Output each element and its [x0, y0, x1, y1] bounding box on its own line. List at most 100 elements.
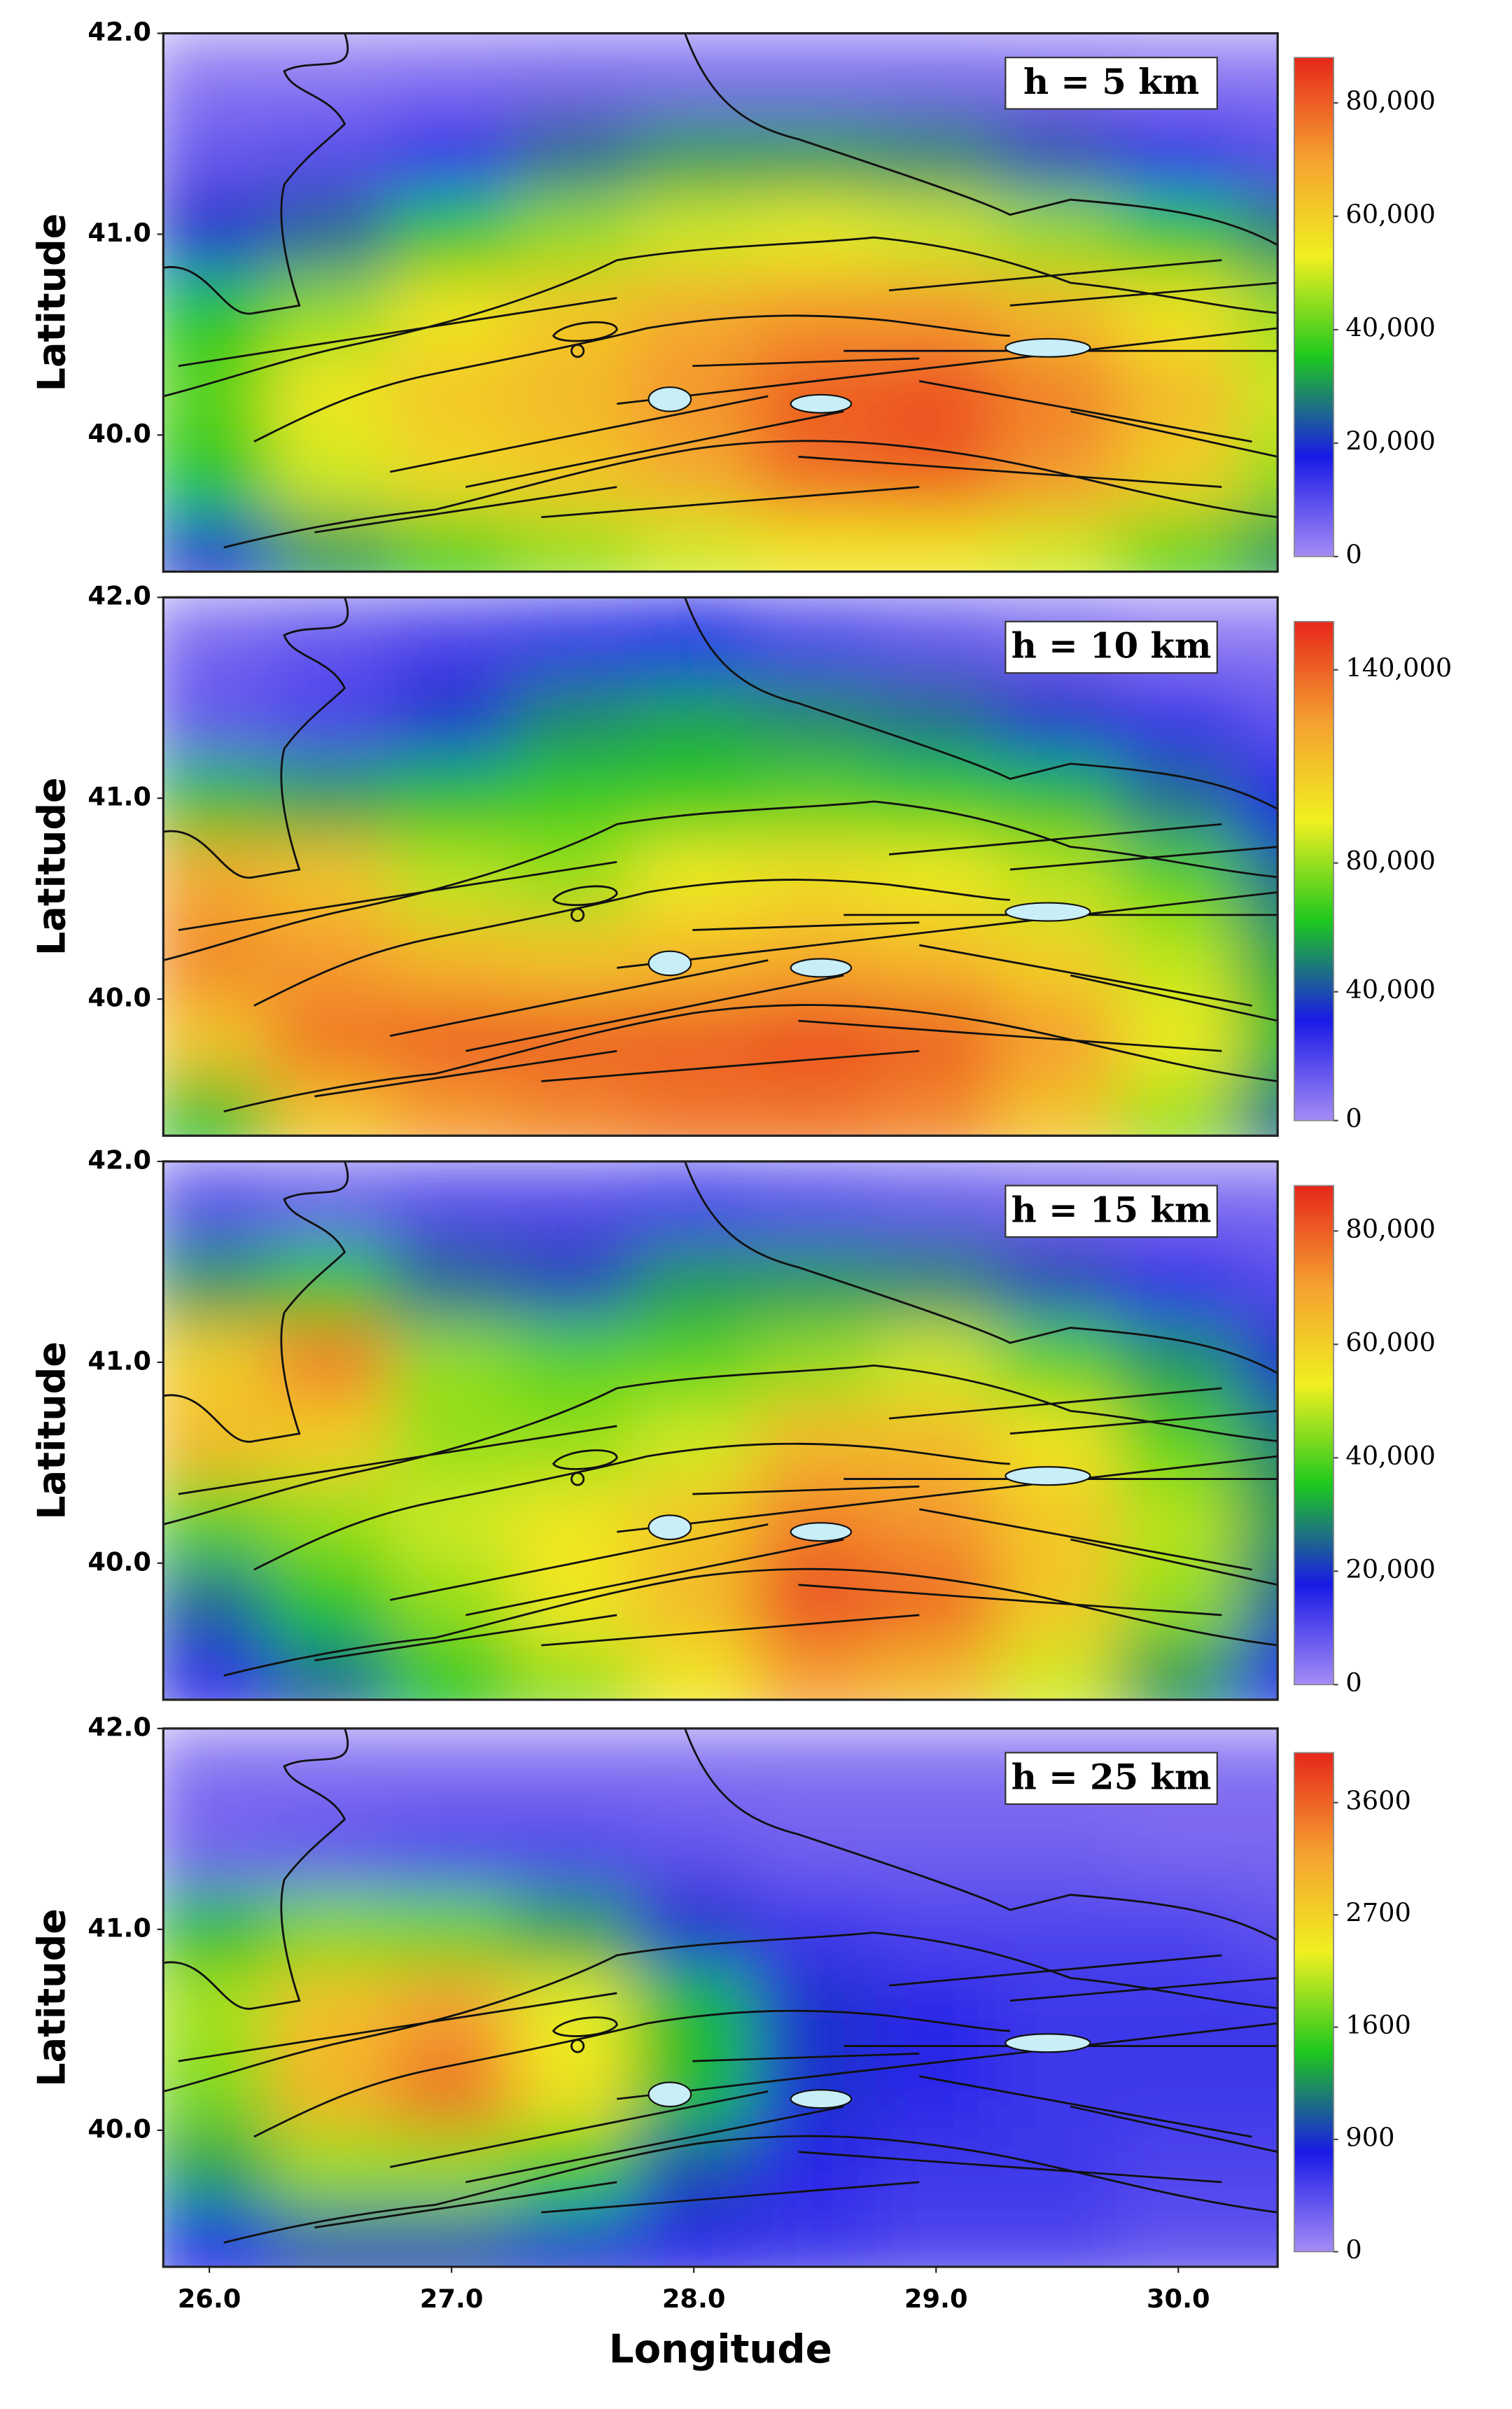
- heatmap-cell: [511, 918, 634, 1000]
- heatmap-cell: [1116, 1808, 1240, 1890]
- panel-title: h = 15 km: [1011, 1189, 1212, 1230]
- heatmap-cell: [269, 354, 392, 436]
- heatmap-cell: [511, 1241, 634, 1323]
- colorbar-tick-label: 20,000: [1345, 426, 1435, 456]
- heatmap-cell: [163, 1562, 271, 1645]
- heatmap-cell: [995, 1642, 1119, 1700]
- panel-title: h = 5 km: [1023, 61, 1199, 102]
- heatmap-cell: [1238, 1481, 1278, 1564]
- heatmap-cell: [995, 1888, 1119, 1971]
- heatmap-cell: [390, 1642, 513, 1700]
- heatmap-cell: [163, 33, 271, 115]
- heatmap-cell: [632, 1888, 755, 1971]
- title-box: [1004, 1185, 1218, 1238]
- heatmap-cell: [390, 1078, 513, 1136]
- heatmap-cell: [511, 1969, 634, 2051]
- heatmap-cell: [390, 1481, 513, 1564]
- heatmap-cell: [390, 2048, 513, 2131]
- heatmap-cell: [390, 998, 513, 1080]
- heatmap-cell: [632, 1562, 755, 1645]
- heatmap-cell: [390, 515, 513, 572]
- heatmap-cell: [1116, 1969, 1240, 2051]
- heatmap-cell: [995, 918, 1119, 1000]
- heatmap-cell: [163, 837, 271, 920]
- heatmap-cell: [1238, 515, 1278, 572]
- title-box: [1004, 1752, 1218, 1806]
- heatmap-cell: [511, 1728, 634, 1810]
- colorbar-tick-label: 1600: [1345, 2010, 1410, 2040]
- y-axis-label: Latitude: [29, 1908, 74, 2087]
- heatmap-cell: [995, 193, 1119, 275]
- heatmap-cell: [163, 1402, 271, 1484]
- heatmap-cell: [163, 1888, 271, 1971]
- heatmap-cell: [511, 2209, 634, 2267]
- heatmap-cell: [269, 2209, 392, 2267]
- heatmap-cell: [1238, 1969, 1278, 2051]
- heatmap-cell: [1116, 1241, 1240, 1323]
- heatmap-cell: [390, 113, 513, 195]
- heatmap-cell: [390, 676, 513, 759]
- y-tick-label: 42.0: [88, 1712, 151, 1742]
- heatmap-cell: [511, 515, 634, 572]
- heatmap-cell: [163, 193, 271, 275]
- heatmap-cell: [1238, 1888, 1278, 1971]
- colorbar-tick-label: 80,000: [1345, 1214, 1435, 1244]
- heatmap-cell: [874, 1402, 997, 1484]
- heatmap-cell: [269, 2048, 392, 2131]
- y-tick-label: 40.0: [88, 1546, 151, 1577]
- heatmap-cell: [874, 1321, 997, 1404]
- heatmap-cell: [753, 1161, 876, 1243]
- heatmap-cell: [511, 597, 634, 679]
- heatmap-cell: [390, 1241, 513, 1323]
- heatmap-cell: [874, 434, 997, 517]
- heatmap-cell: [1116, 1481, 1240, 1564]
- heatmap-cell: [632, 434, 755, 517]
- heatmap-cell: [753, 2209, 876, 2267]
- heatmap-cell: [874, 515, 997, 572]
- heatmap-cell: [632, 2209, 755, 2267]
- heatmap-cell: [1238, 193, 1278, 275]
- heatmap-cell: [390, 1321, 513, 1404]
- heatmap-cell: [390, 1728, 513, 1810]
- heatmap-cell: [269, 434, 392, 517]
- heatmap-cell: [995, 113, 1119, 195]
- heatmap-cell: [163, 354, 271, 436]
- heatmap-cell: [1238, 1078, 1278, 1136]
- heatmap-cell: [874, 1888, 997, 1971]
- heatmap-cell: [1238, 1321, 1278, 1404]
- colorbar: [1294, 1752, 1334, 2253]
- heatmap-cell: [874, 676, 997, 759]
- colorbar-tick-label: 40,000: [1345, 975, 1435, 1005]
- heatmap-cell: [632, 1161, 755, 1243]
- heatmap-cell: [632, 837, 755, 920]
- y-tick-label: 41.0: [88, 1346, 151, 1376]
- colorbar-tick-label: 0: [1345, 2235, 1362, 2265]
- heatmap-cell: [390, 1808, 513, 1890]
- heatmap-cell: [1238, 597, 1278, 679]
- heatmap-cell: [874, 998, 997, 1080]
- heatmap-cell: [753, 676, 876, 759]
- heatmap-cell: [632, 757, 755, 839]
- heatmap-cell: [163, 1481, 271, 1564]
- heatmap-cell: [1116, 2209, 1240, 2267]
- heatmap-cell: [1116, 273, 1240, 356]
- heatmap-cells: [163, 1161, 1278, 1700]
- colorbar-tick-label: 80,000: [1345, 85, 1435, 116]
- heatmap-cell: [1116, 2048, 1240, 2131]
- heatmap-cell: [874, 1241, 997, 1323]
- heatmap-cell: [874, 1161, 997, 1243]
- heatmap-cell: [269, 1241, 392, 1323]
- heatmap-cell: [874, 193, 997, 275]
- heatmap-cell: [511, 1642, 634, 1700]
- heatmap-cell: [874, 918, 997, 1000]
- heatmap-cell: [1116, 515, 1240, 572]
- heatmap-cell: [390, 1562, 513, 1645]
- heatmap-cell: [1238, 757, 1278, 839]
- heatmap-cell: [1238, 1562, 1278, 1645]
- heatmap-cell: [1238, 837, 1278, 920]
- heatmap-cell: [632, 1241, 755, 1323]
- heatmap-cell: [511, 757, 634, 839]
- heatmap-cell: [511, 1321, 634, 1404]
